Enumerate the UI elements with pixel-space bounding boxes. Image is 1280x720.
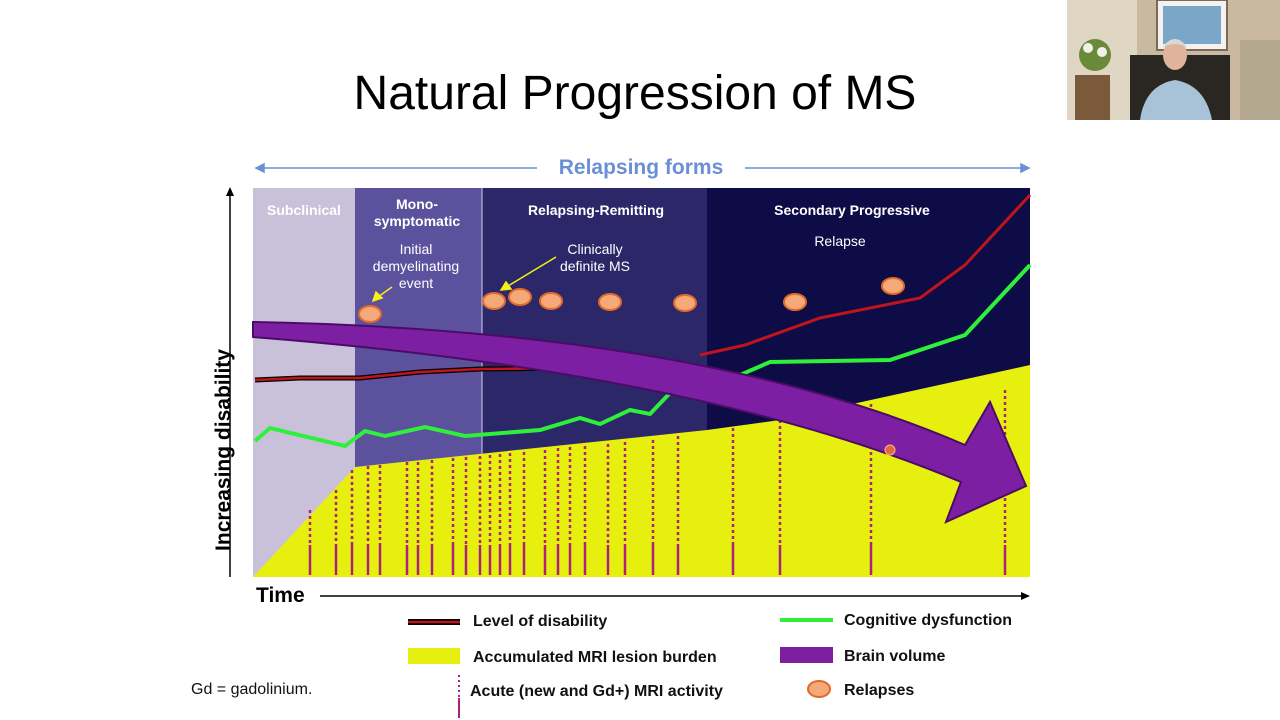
- relapse-marker: [783, 293, 807, 311]
- relapse-small: [884, 444, 896, 456]
- annotation: Clinically definite MS: [560, 241, 630, 274]
- phase-label: Subclinical: [267, 202, 341, 218]
- cognitive-line: [253, 263, 1032, 449]
- relapsing-forms-label: Relapsing forms: [559, 156, 724, 179]
- brain-volume-arrow: [252, 320, 1028, 524]
- annotation: Initial demyelinating event: [373, 241, 459, 291]
- y-axis-label: Increasing disability: [212, 349, 235, 551]
- x-axis-label: Time: [256, 584, 305, 607]
- webcam-video: [1067, 0, 1280, 120]
- legend-label: Cognitive dysfunction: [844, 612, 1012, 629]
- relapse-marker: [881, 277, 905, 295]
- phase-label: Mono-symptomatic: [374, 196, 461, 229]
- relapse-marker: [508, 288, 532, 306]
- legend-label: Relapses: [844, 682, 914, 699]
- phase-label: Secondary Progressive: [774, 202, 930, 218]
- legend-swatch: [408, 648, 460, 664]
- legend-swatch: [780, 647, 833, 663]
- mri-activity: [308, 390, 1007, 575]
- legend-label: Level of disability: [473, 613, 607, 630]
- relapse-marker: [539, 292, 563, 310]
- annotation-arrows: [371, 256, 557, 303]
- disability-line: [254, 366, 581, 382]
- legend-swatch: [807, 680, 831, 698]
- y-axis-arrow: [226, 187, 234, 196]
- relapse-marker: [358, 305, 382, 323]
- phase-label: Relapsing-Remitting: [528, 202, 664, 218]
- legend-label: Brain volume: [844, 648, 945, 665]
- footnote: Gd = gadolinium.: [191, 681, 312, 698]
- legend-label: Accumulated MRI lesion burden: [473, 649, 717, 666]
- relapse-marker: [598, 293, 622, 311]
- relapses: [358, 277, 905, 323]
- slide-title: Natural Progression of MS: [354, 67, 917, 120]
- disability-line-progressive: [699, 193, 1032, 357]
- relapse-marker: [673, 294, 697, 312]
- annotation: Relapse: [814, 233, 866, 249]
- x-axis-arrow: [1021, 592, 1030, 600]
- legend-label: Acute (new and Gd+) MRI activity: [470, 683, 723, 700]
- relapsing-forms-span: [254, 162, 1031, 174]
- relapse-marker: [482, 292, 506, 310]
